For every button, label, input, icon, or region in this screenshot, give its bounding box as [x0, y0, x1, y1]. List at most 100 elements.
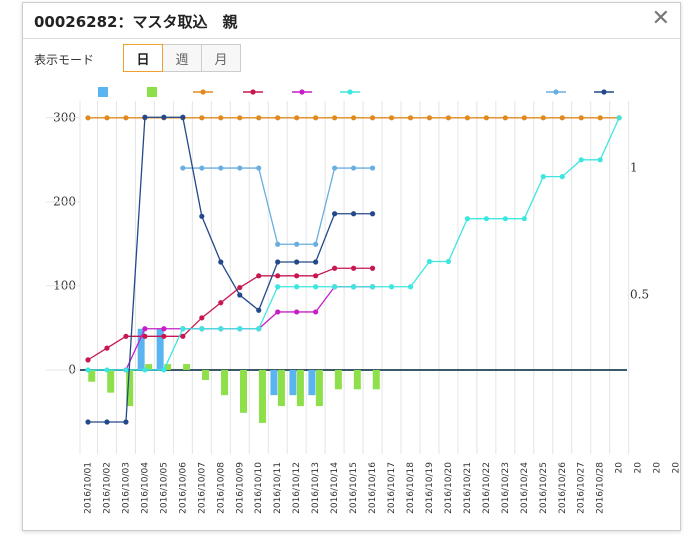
point — [199, 165, 205, 171]
point — [161, 114, 167, 120]
bar — [240, 369, 248, 413]
bar — [270, 369, 278, 396]
point — [218, 165, 224, 171]
bar — [202, 369, 210, 381]
point — [237, 165, 243, 171]
point — [350, 115, 357, 121]
point — [332, 211, 338, 217]
x-tick-label: 20 — [653, 462, 663, 474]
point — [104, 115, 110, 121]
point — [275, 273, 281, 279]
x-tick-label: 2016/10/21 — [463, 462, 473, 514]
point — [313, 241, 319, 247]
point — [104, 367, 110, 373]
close-button[interactable]: ✕ — [651, 6, 670, 31]
point — [445, 115, 452, 121]
point — [85, 115, 91, 121]
point — [142, 367, 148, 373]
x-tick-label: 2016/10/19 — [425, 462, 435, 514]
bar — [334, 369, 342, 390]
point — [426, 115, 433, 121]
x-tick-label: 2016/10/05 — [159, 462, 169, 514]
y2-tick-label: 0.5 — [630, 288, 649, 302]
mode-tabs: 日週月 — [123, 44, 241, 72]
point — [142, 333, 148, 339]
x-tick-label: 2016/10/06 — [178, 462, 188, 514]
point — [237, 326, 243, 332]
legend-swatch — [299, 89, 305, 95]
point — [350, 211, 357, 217]
point — [85, 367, 91, 373]
bar — [258, 369, 266, 423]
mode-tab[interactable]: 月 — [201, 44, 241, 72]
legend-swatch — [601, 89, 607, 95]
point — [237, 284, 243, 291]
point — [578, 115, 584, 121]
point — [180, 326, 186, 332]
bar — [308, 369, 316, 396]
point — [521, 115, 527, 121]
bar — [183, 364, 191, 370]
x-tick-label: 2016/10/20 — [444, 462, 454, 514]
point — [332, 115, 338, 121]
point — [275, 241, 281, 247]
point — [597, 115, 603, 121]
point — [313, 259, 319, 265]
x-tick-label: 2016/10/02 — [102, 462, 112, 514]
mode-label: 表示モード — [34, 53, 95, 67]
point — [483, 115, 489, 121]
bar — [277, 369, 285, 407]
bar — [164, 364, 172, 370]
x-tick-label: 2016/10/24 — [520, 462, 530, 514]
line — [88, 116, 373, 423]
point — [161, 326, 167, 332]
mode-tab[interactable]: 日 — [123, 44, 163, 72]
legend-swatch — [147, 87, 157, 97]
mode-tab[interactable]: 週 — [162, 44, 202, 72]
bar — [137, 328, 145, 370]
point — [199, 213, 205, 219]
point — [161, 367, 167, 373]
point — [123, 419, 129, 425]
point — [597, 157, 603, 163]
point — [313, 284, 319, 290]
point — [275, 309, 281, 315]
point — [313, 273, 319, 279]
x-tick-label: 20 — [615, 462, 625, 474]
point — [332, 265, 338, 271]
legend-swatch — [200, 89, 206, 95]
point — [369, 165, 376, 171]
x-tick-label: 2016/10/11 — [273, 462, 283, 514]
x-tick-label: 2016/10/04 — [140, 462, 150, 514]
bar — [315, 369, 323, 407]
point — [294, 115, 300, 121]
point — [483, 216, 489, 222]
x-tick-label: 2016/10/07 — [197, 462, 207, 514]
bar — [296, 369, 304, 407]
point — [350, 284, 357, 290]
point — [275, 284, 281, 290]
point — [256, 165, 262, 171]
point — [123, 115, 129, 121]
point — [218, 326, 224, 332]
point — [464, 115, 470, 121]
point — [199, 315, 205, 321]
point — [369, 265, 376, 271]
point — [426, 258, 433, 265]
point — [350, 165, 357, 171]
point — [123, 367, 129, 373]
point — [256, 273, 262, 279]
x-tick-label: 2016/10/16 — [368, 462, 378, 514]
bar — [156, 328, 164, 370]
point — [313, 115, 319, 121]
point — [502, 115, 508, 121]
legend-swatch — [553, 89, 559, 95]
x-tick-label: 2016/10/14 — [330, 462, 340, 514]
point — [294, 259, 300, 265]
bar — [107, 369, 115, 393]
bar — [126, 369, 134, 407]
x-tick-label: 20 — [672, 462, 682, 474]
point — [180, 333, 186, 339]
point — [199, 115, 205, 121]
